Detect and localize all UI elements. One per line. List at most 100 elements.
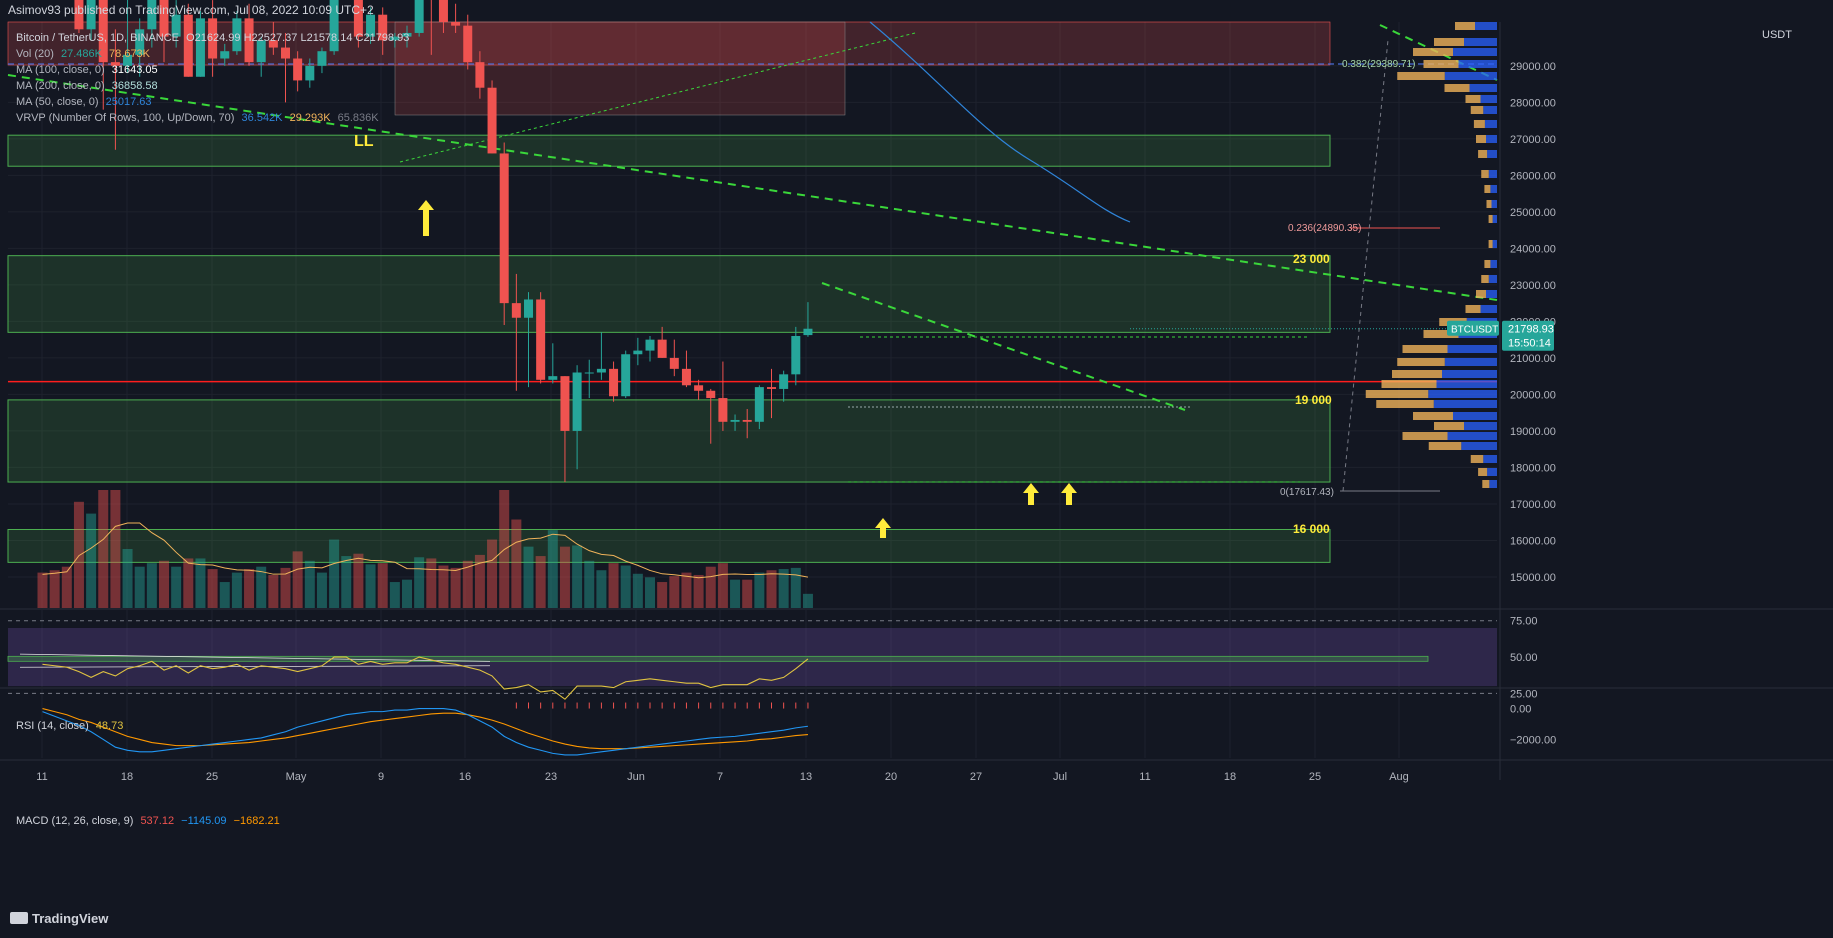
level-16000-label: 16 000	[1293, 522, 1330, 536]
vp-bar-up	[1453, 412, 1497, 420]
vp-bar-down	[1444, 84, 1470, 92]
candle-body	[293, 58, 303, 81]
volume-bar	[657, 582, 668, 608]
volume-bar	[268, 574, 279, 608]
up-arrow-icon	[418, 200, 434, 236]
vp-bar-down	[1484, 185, 1491, 193]
countdown-label: 15:50:14	[1508, 338, 1551, 350]
candle-body	[475, 62, 485, 88]
candle-body	[123, 54, 133, 66]
volume-bar	[98, 490, 109, 608]
macd-legend[interactable]: MACD (12, 26, close, 9) 537.12 −1145.09 …	[16, 815, 280, 827]
volume-bar	[195, 558, 206, 608]
fib-0236-label: 0.236(24890.35)	[1288, 223, 1361, 234]
vol-label: Vol (20)	[16, 48, 54, 60]
vp-bar-up	[1453, 48, 1497, 56]
vp-bar-up	[1492, 215, 1497, 223]
vp-bar-up	[1488, 170, 1497, 178]
vp-bar-up	[1464, 38, 1497, 46]
volume-bar	[766, 570, 777, 608]
volume-bar	[86, 513, 97, 608]
up-arrow-icon	[875, 518, 891, 538]
time-tick-label: 11	[1139, 771, 1150, 783]
ma200-legend[interactable]: MA (200, close, 0) 36858.58	[16, 78, 409, 94]
volume-bar	[645, 577, 655, 608]
vp-bar-down	[1397, 72, 1445, 80]
price-tick-label: 16000.00	[1510, 535, 1556, 547]
vp-bar-down	[1470, 455, 1484, 463]
time-tick-label: 11	[36, 771, 47, 783]
symbol-tag	[1447, 320, 1499, 336]
volume-bar	[329, 539, 340, 608]
rsi-value: 48.73	[95, 720, 124, 732]
candle-body	[208, 18, 218, 59]
volume-bar	[231, 572, 242, 608]
vp-bar-up	[1442, 370, 1497, 378]
time-tick-label: 16	[459, 771, 471, 783]
candle-body	[451, 22, 461, 26]
volume-bar	[620, 565, 631, 608]
volume-bar	[365, 564, 376, 608]
volume-bar	[754, 572, 765, 608]
vrvp-label: VRVP (Number Of Rows, 100, Up/Down, 70)	[16, 112, 235, 124]
vol-value-1: 27.486K	[60, 48, 102, 60]
vp-bar-down	[1434, 422, 1464, 430]
ma200-label: MA (200, close, 0)	[16, 80, 105, 92]
time-tick-label: Jun	[627, 771, 645, 783]
brand-label: TradingView	[32, 911, 109, 926]
candle-body	[754, 387, 764, 422]
volume-bar	[487, 539, 498, 608]
vp-bar-up	[1475, 22, 1497, 30]
volume-bar	[790, 567, 801, 608]
macd-tick-label: −2000.00	[1510, 734, 1556, 746]
rsi-legend[interactable]: RSI (14, close) 48.73	[16, 720, 123, 732]
candle-body	[402, 32, 412, 37]
vrvp-legend[interactable]: VRVP (Number Of Rows, 100, Up/Down, 70) …	[16, 110, 409, 126]
macd-signal-value: −1682.21	[233, 815, 280, 827]
ma50-line	[869, 21, 1131, 223]
tradingview-logo[interactable]: TradingView	[10, 911, 108, 926]
candle-body	[584, 372, 594, 374]
time-tick-label: Jul	[1053, 771, 1067, 783]
volume-bar	[632, 573, 643, 608]
candle-body	[572, 372, 582, 431]
candle-body	[281, 47, 290, 59]
vp-bar-down	[1423, 330, 1459, 338]
publish-header: Asimov93 published on TradingView.com, J…	[8, 3, 374, 17]
vp-bar-down	[1365, 390, 1429, 398]
volume-bar	[353, 553, 364, 608]
volume-bar	[341, 556, 352, 608]
symbol-row[interactable]: Bitcoin / TetherUS, 1D, BINANCE O21624.9…	[16, 30, 409, 46]
vp-bar-down	[1488, 215, 1493, 223]
candle-body	[268, 40, 278, 48]
candle-body	[803, 328, 813, 336]
vp-bar-up	[1487, 150, 1497, 158]
candle-body	[681, 368, 691, 386]
vp-bar-up	[1444, 72, 1497, 80]
ma100-legend[interactable]: MA (100, close, 0) 31643.05	[16, 62, 409, 78]
candle-body	[305, 65, 315, 81]
candle-body	[669, 357, 679, 369]
ll-label: LL	[354, 133, 374, 150]
time-tick-label: 23	[545, 771, 557, 783]
rsi-tick-label: 75.00	[1510, 616, 1538, 628]
vp-bar-down	[1434, 38, 1464, 46]
price-tick-label: 29000.00	[1510, 61, 1556, 73]
volume-bar	[207, 569, 218, 608]
candle-body	[74, 0, 84, 30]
candle-body	[536, 299, 546, 380]
rsi-trendline	[19, 665, 491, 668]
fib-0-label: 0(17617.43)	[1280, 487, 1334, 498]
ma50-legend[interactable]: MA (50, close, 0) 25017.63	[16, 94, 409, 110]
candle-body	[195, 18, 205, 77]
vp-bar-down	[1381, 380, 1437, 388]
vrvp-value-1: 36.542K	[241, 112, 283, 124]
candle-body	[378, 14, 388, 41]
volume-bar	[462, 560, 473, 608]
price-tick-label: 24000.00	[1510, 243, 1556, 255]
volume-bar	[389, 582, 400, 608]
vol-legend[interactable]: Vol (20) 27.486K 78.673K	[16, 46, 409, 62]
vp-bar-down	[1476, 135, 1486, 143]
volume-bar	[450, 567, 461, 608]
